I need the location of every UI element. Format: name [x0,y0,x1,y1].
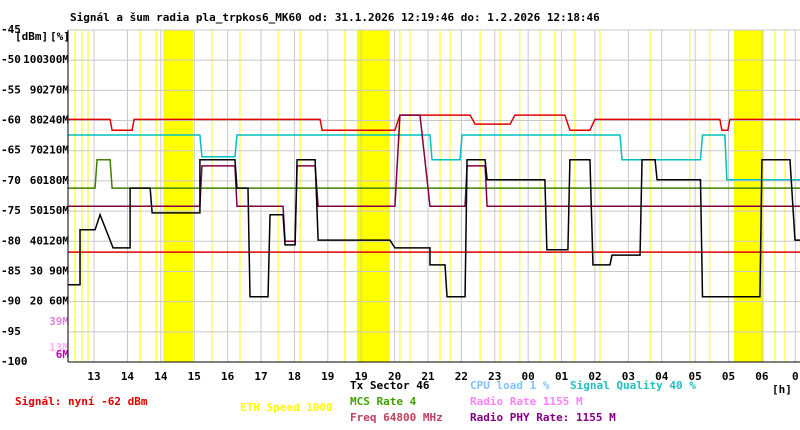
x-tick-label: 20 [388,370,401,383]
annotation: Signál: nyní -62 dBm [15,395,148,408]
x-tick-label: 14 [154,370,168,383]
rate-tick-label: 210M [43,144,70,157]
y-unit: [%] [50,30,70,43]
x-tick-label: 05 [722,370,735,383]
x-tick-label: 01 [555,370,569,383]
y-tick-label: -50 [1,53,21,66]
highlight-band [163,30,193,362]
series-line [68,134,800,181]
y-tick-label: -90 [1,295,21,308]
annotation: Tx Sector 46 [350,379,430,392]
y-tick-label: -45 [1,23,21,36]
pct-tick-label: 60 [30,174,43,187]
x-tick-label: 17 [254,370,267,383]
rate-tick-label: 13M [49,341,69,354]
x-tick-label: 04 [655,370,669,383]
pct-tick-label: 50 [30,204,43,217]
annotation: CPU load 1 % [470,379,550,392]
rate-tick-label: 300M [43,53,70,66]
pct-tick-label: 100 [23,53,43,66]
rate-tick-label: 90M [49,264,69,277]
pct-tick-label: 90 [30,83,43,96]
x-tick-label: 22 [455,370,468,383]
rate-tick-label: 180M [43,174,70,187]
pct-tick-label: 80 [30,114,43,127]
y-tick-label: -75 [1,204,21,217]
highlight-band [733,30,764,362]
rate-tick-label: 270M [43,83,70,96]
annotation: Freq 64800 MHz [350,411,443,424]
annotation: MCS Rate 4 [350,395,417,408]
rate-tick-label: 150M [43,204,70,217]
series-line [68,114,800,131]
y-tick-label: -65 [1,144,21,157]
y-unit: [dBm] [15,30,48,43]
pct-tick-label: 40 [30,234,43,247]
pct-tick-label: 30 [30,264,43,277]
pct-tick-label: 20 [30,295,43,308]
y-tick-label: -85 [1,264,21,277]
pct-tick-label: 70 [30,144,43,157]
x-tick-label: 00 [522,370,535,383]
x-tick-label: 23 [488,370,501,383]
rate-tick-label: 120M [43,234,70,247]
highlight-band [356,30,390,362]
annotation: Signal Quality 40 % [570,379,696,392]
x-tick-label: 15 [188,370,201,383]
chart-title: Signál a šum radia pla_trpkos6_MK60 od: … [70,11,600,24]
series-line [68,159,800,298]
x-tick-label: 19 [355,370,368,383]
rate-tick-label: 60M [49,295,69,308]
x-tick-label: 13 [87,370,100,383]
y-tick-label: -55 [1,83,21,96]
y-tick-label: -60 [1,114,21,127]
x-tick-label: 16 [221,370,235,383]
x-unit: [h] [772,383,792,396]
rate-tick-label: 39M [49,315,69,328]
y-tick-label: -80 [1,234,21,247]
x-tick-label: 0 [792,370,799,383]
series-line [68,159,800,189]
rate-tick-label: 6M [56,348,70,361]
x-tick-label: 21 [421,370,435,383]
x-tick-label: 03 [622,370,635,383]
x-tick-label: 19 [321,370,334,383]
annotation: Radio PHY Rate: 1155 M [470,411,616,424]
y-tick-label: -100 [1,355,28,368]
annotation: ETH Speed 1000 [240,401,333,414]
x-tick-label: 05 [689,370,702,383]
y-tick-label: -70 [1,174,21,187]
x-tick-label: 18 [288,370,301,383]
x-tick-label: 14 [121,370,135,383]
annotation: Radio Rate 1155 M [470,395,583,408]
rate-tick-label: 240M [43,114,70,127]
x-tick-label: 06 [755,370,769,383]
x-tick-label: 02 [588,370,601,383]
y-tick-label: -95 [1,325,21,338]
